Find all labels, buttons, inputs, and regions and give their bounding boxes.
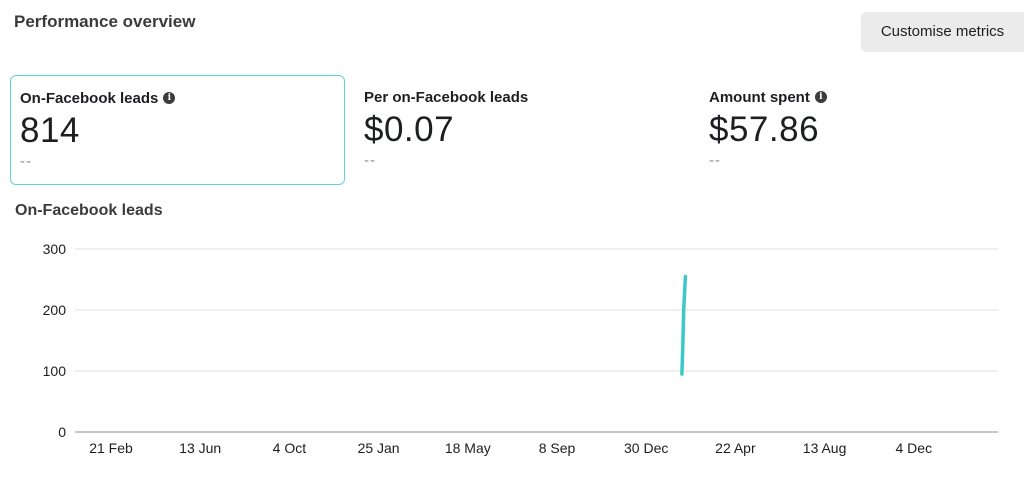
x-tick-label: 25 Jan: [358, 440, 400, 456]
metric-label: Per on-Facebook leads: [364, 88, 529, 106]
y-tick-label: 0: [58, 424, 66, 440]
metric-comparison: --: [709, 152, 721, 169]
x-tick-label: 8 Sep: [539, 440, 576, 456]
metric-comparison: --: [20, 153, 32, 170]
metric-value: $0.07: [364, 110, 455, 149]
y-tick-label: 200: [43, 302, 67, 318]
x-tick-label: 4 Dec: [896, 440, 933, 456]
metric-card-amount-spent[interactable]: Amount spent i $57.86 --: [700, 75, 1015, 185]
x-tick-label: 30 Dec: [624, 440, 668, 456]
x-tick-label: 4 Oct: [273, 440, 307, 456]
data-point[interactable]: [680, 372, 684, 376]
data-point[interactable]: [683, 274, 687, 278]
y-tick-label: 100: [43, 363, 67, 379]
data-point[interactable]: [681, 345, 685, 349]
metric-comparison: --: [364, 152, 376, 169]
x-tick-label: 13 Aug: [803, 440, 847, 456]
leads-line-chart[interactable]: 0 100 200 300 21 Feb 13 Jun 4 Oct 25 Jan 18 May 8…: [0, 230, 1024, 498]
data-point[interactable]: [683, 290, 687, 294]
info-icon[interactable]: i: [163, 92, 176, 104]
metric-card-per-on-facebook-leads[interactable]: Per on-Facebook leads $0.07 --: [355, 75, 690, 185]
page-title: Performance overview: [14, 12, 196, 31]
x-tick-label: 13 Jun: [179, 440, 221, 456]
x-tick-label: 22 Apr: [715, 440, 756, 456]
x-tick-label: 21 Feb: [89, 440, 133, 456]
customise-metrics-button[interactable]: Customise metrics: [861, 12, 1024, 52]
y-tick-label: 300: [43, 241, 67, 257]
metric-card-on-facebook-leads[interactable]: On-Facebook leads i 814 --: [10, 75, 345, 185]
metric-label: Amount spent: [709, 88, 810, 106]
chart-title: On-Facebook leads: [15, 202, 163, 219]
metric-value: 814: [20, 111, 80, 150]
metric-value: $57.86: [709, 110, 820, 149]
data-point[interactable]: [682, 308, 686, 312]
metric-label: On-Facebook leads: [20, 89, 159, 107]
info-icon[interactable]: i: [814, 91, 827, 103]
x-tick-label: 18 May: [445, 440, 491, 456]
